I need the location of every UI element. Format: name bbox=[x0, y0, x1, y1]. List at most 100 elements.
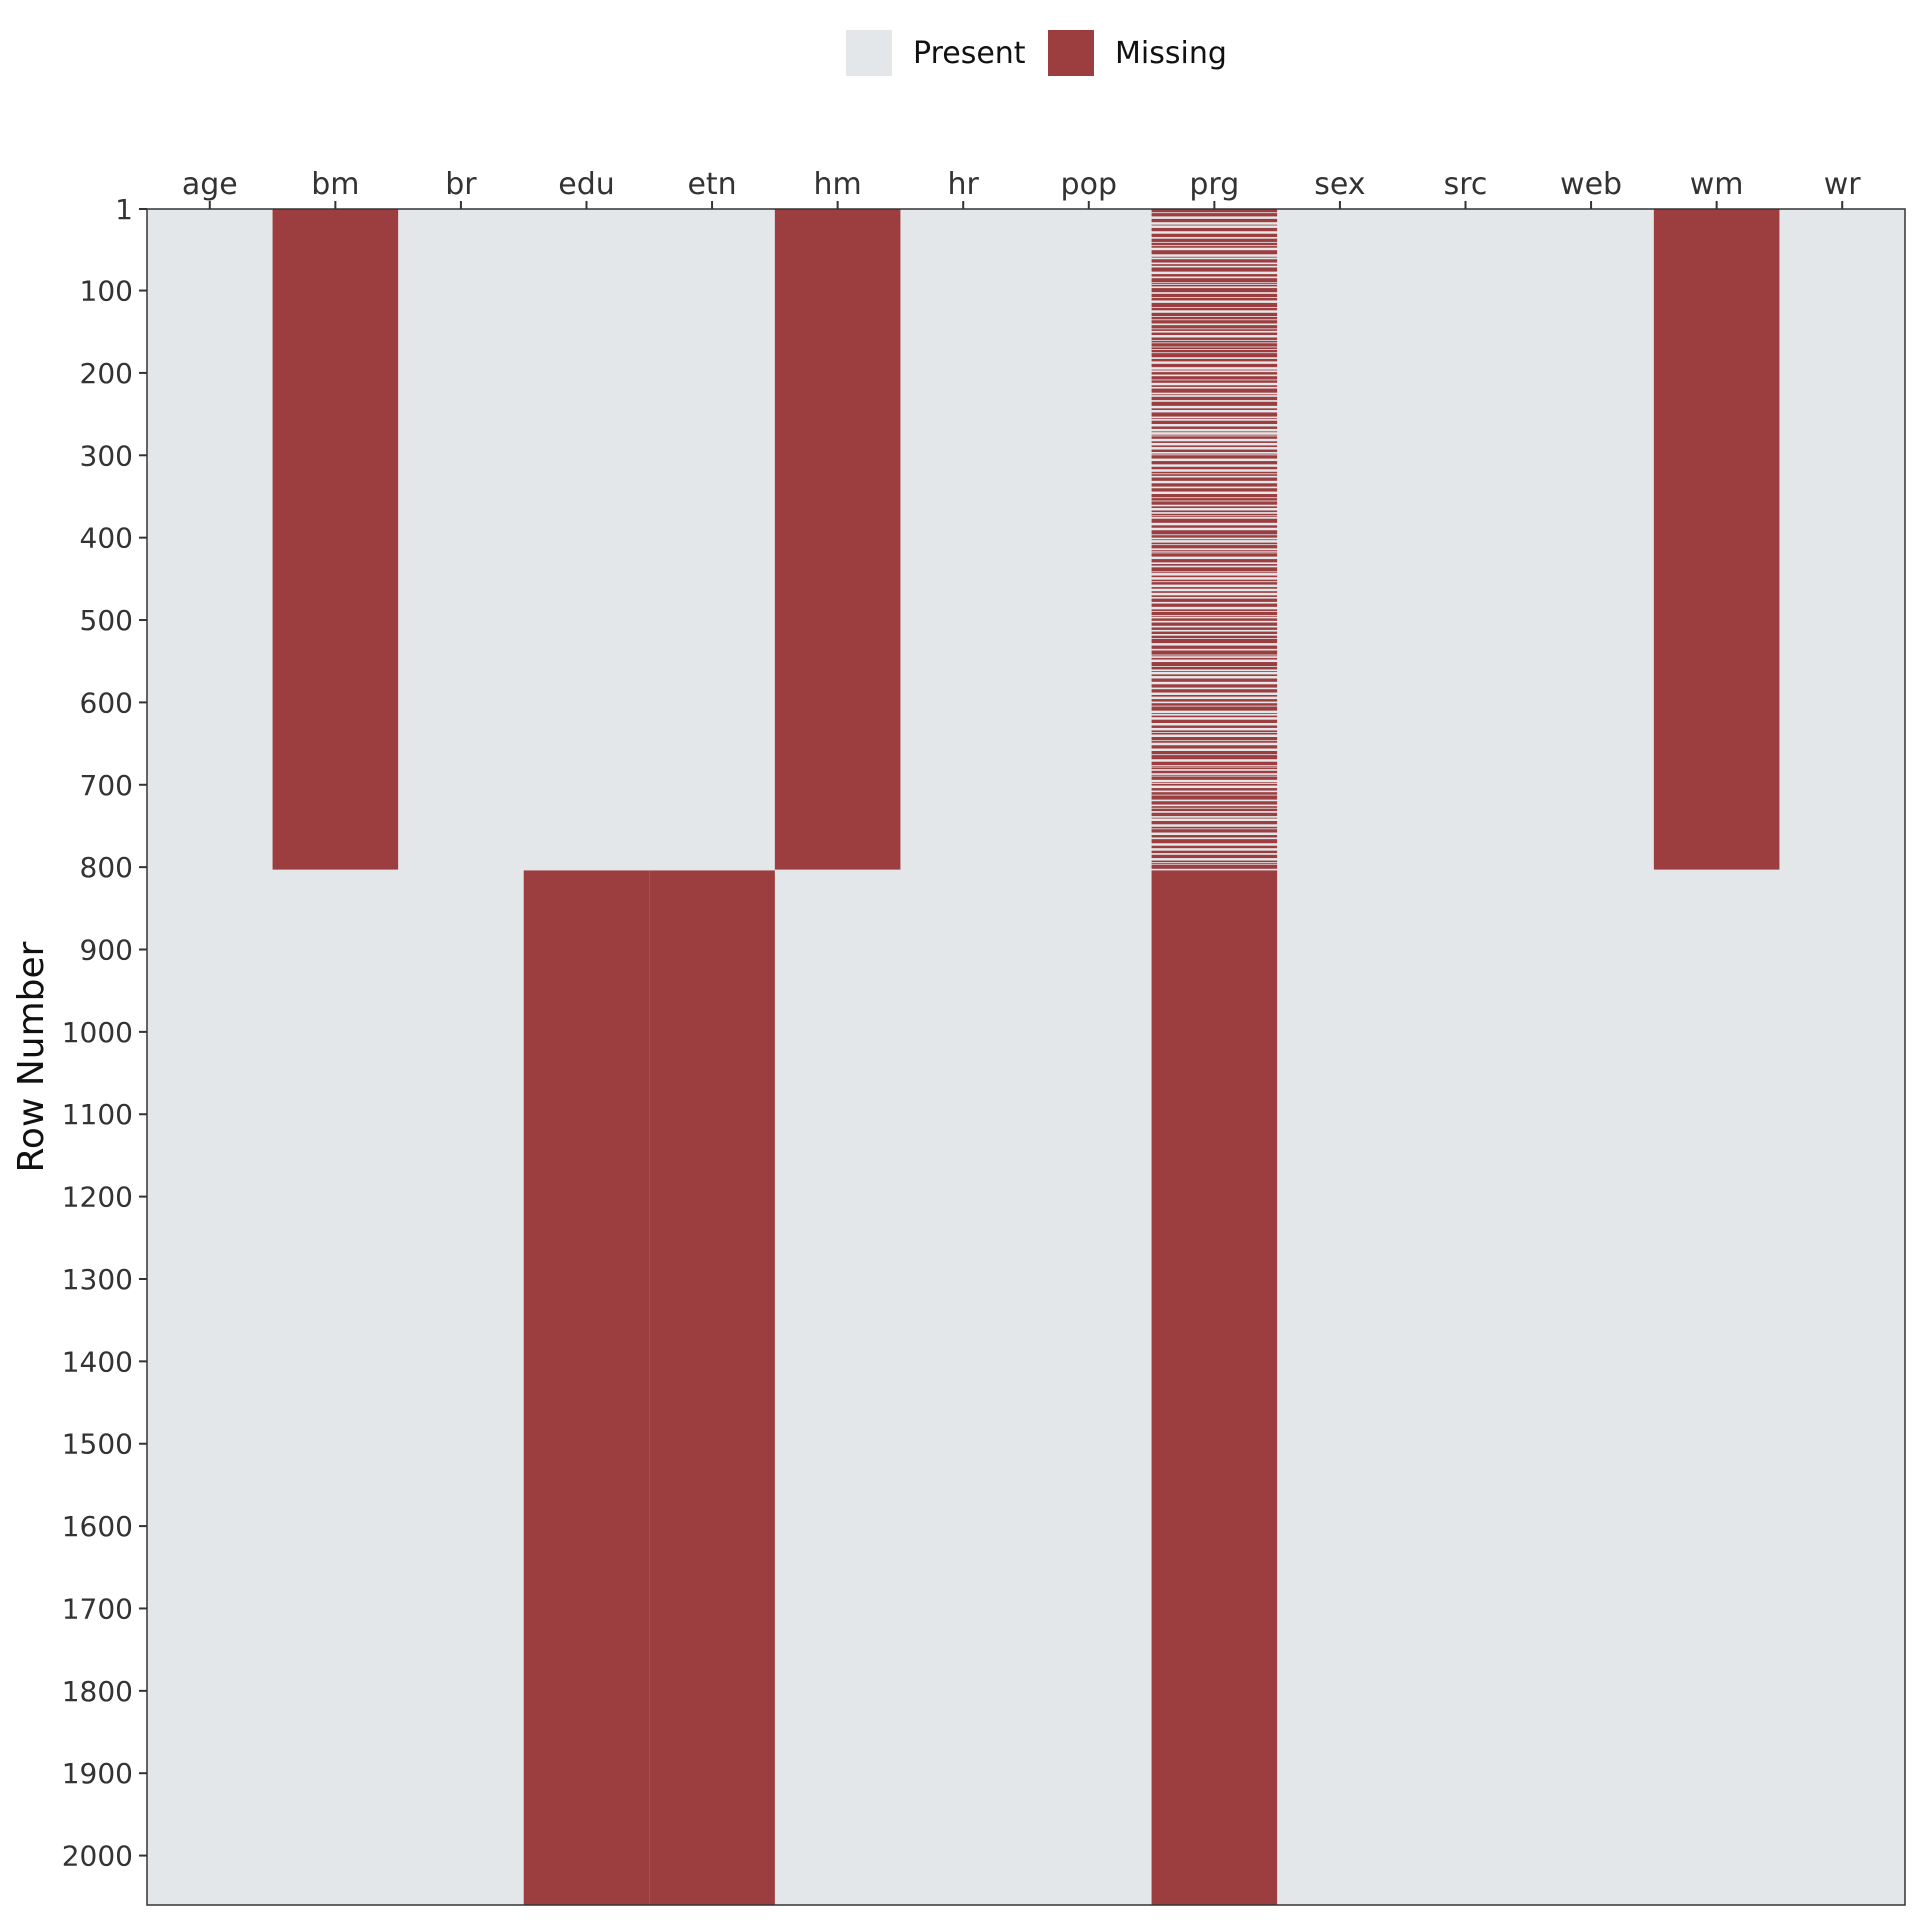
missing-stripe-prg bbox=[1151, 755, 1278, 760]
missing-stripe-prg bbox=[1151, 525, 1278, 528]
plot-frame bbox=[146, 208, 1906, 1906]
missing-stripe-prg bbox=[1151, 431, 1278, 433]
missing-stripe-prg bbox=[1151, 516, 1278, 518]
missing-stripe-prg bbox=[1151, 860, 1278, 863]
column-label-wr: wr bbox=[1824, 167, 1862, 202]
missing-stripe-prg bbox=[1151, 284, 1278, 287]
missing-stripe-prg bbox=[1151, 510, 1278, 513]
missing-stripe-prg bbox=[1151, 609, 1278, 611]
missing-stripe-prg bbox=[1151, 567, 1278, 572]
missing-stripe-prg bbox=[1151, 325, 1278, 329]
missing-stripe-prg bbox=[1151, 582, 1278, 585]
missing-stripe-prg bbox=[1151, 627, 1278, 630]
missing-stripe-prg bbox=[1151, 449, 1278, 452]
missing-stripe-prg bbox=[1151, 736, 1278, 741]
missing-stripe-prg bbox=[1151, 745, 1278, 749]
missing-block-etn bbox=[649, 870, 775, 1905]
y-axis-title: Row Number bbox=[11, 941, 52, 1172]
missing-stripe-prg bbox=[1151, 645, 1278, 649]
missing-stripe-prg bbox=[1151, 635, 1278, 639]
missing-stripe-prg bbox=[1151, 611, 1278, 616]
y-tick-label-1800: 1800 bbox=[62, 1675, 133, 1708]
missing-stripe-prg bbox=[1151, 689, 1278, 693]
present-background bbox=[147, 209, 1905, 1905]
partial-missing-stripes bbox=[1151, 209, 1278, 869]
column-label-hm: hm bbox=[814, 167, 862, 202]
missing-stripe-prg bbox=[1151, 412, 1278, 417]
missing-stripe-prg bbox=[1151, 765, 1278, 767]
missing-stripe-prg bbox=[1151, 671, 1278, 672]
missing-stripe-prg bbox=[1151, 349, 1278, 353]
x-axis: age bm br edu etn hm hr pop prg sex src web wm wr bbox=[182, 167, 1861, 209]
missing-stripe-prg bbox=[1151, 564, 1278, 566]
missing-stripe-prg bbox=[1151, 445, 1278, 448]
missing-stripe-prg bbox=[1151, 233, 1278, 238]
missing-stripe-prg bbox=[1151, 863, 1278, 864]
missing-stripe-prg bbox=[1151, 550, 1278, 551]
missing-stripe-prg bbox=[1151, 396, 1278, 401]
missing-stripe-prg bbox=[1151, 622, 1278, 626]
missing-stripe-prg bbox=[1151, 553, 1278, 557]
missing-stripe-prg bbox=[1151, 835, 1278, 838]
y-tick-label-100: 100 bbox=[80, 275, 133, 308]
missing-stripe-prg bbox=[1151, 494, 1278, 498]
missing-stripe-prg bbox=[1151, 455, 1278, 459]
column-label-age: age bbox=[182, 167, 238, 202]
y-tick-label-600: 600 bbox=[80, 686, 133, 719]
missing-stripe-prg bbox=[1151, 353, 1278, 358]
legend-label-missing: Missing bbox=[1115, 36, 1227, 71]
missing-stripe-prg bbox=[1151, 312, 1278, 317]
column-label-edu: edu bbox=[558, 167, 615, 202]
missing-stripe-prg bbox=[1151, 372, 1278, 375]
legend-label-present: Present bbox=[913, 36, 1026, 71]
missing-block-bm bbox=[272, 209, 399, 870]
missing-stripe-prg bbox=[1151, 316, 1278, 320]
missing-stripe-prg bbox=[1151, 288, 1278, 293]
missing-stripe-prg bbox=[1151, 845, 1278, 849]
missing-stripe-prg bbox=[1151, 466, 1278, 470]
legend-swatch-present bbox=[846, 30, 892, 76]
missing-stripe-prg bbox=[1151, 854, 1278, 859]
missing-stripe-prg bbox=[1151, 274, 1278, 277]
missing-stripe-prg bbox=[1151, 703, 1278, 706]
y-tick-label-1200: 1200 bbox=[62, 1181, 133, 1214]
missing-stripe-prg bbox=[1151, 343, 1278, 347]
missing-stripe-prg bbox=[1151, 213, 1278, 217]
column-label-br: br bbox=[445, 167, 477, 202]
missing-stripe-prg bbox=[1151, 307, 1278, 311]
missing-stripe-prg bbox=[1151, 662, 1278, 667]
missing-stripe-prg bbox=[1151, 264, 1278, 266]
missing-stripe-prg bbox=[1151, 850, 1278, 854]
column-label-prg: prg bbox=[1189, 167, 1239, 202]
missing-stripe-prg bbox=[1151, 817, 1278, 819]
missing-stripe-prg bbox=[1151, 631, 1278, 635]
missing-stripe-prg bbox=[1151, 812, 1278, 817]
missing-stripe-prg bbox=[1151, 256, 1278, 258]
missing-stripe-prg bbox=[1151, 388, 1278, 393]
missing-stripe-prg bbox=[1151, 770, 1278, 774]
missing-stripe-prg bbox=[1151, 385, 1278, 387]
y-tick-label-900: 900 bbox=[80, 934, 133, 967]
missing-stripe-prg bbox=[1151, 821, 1278, 825]
y-tick-label-800: 800 bbox=[80, 851, 133, 884]
missing-stripe-prg bbox=[1151, 674, 1278, 677]
missing-stripe-prg bbox=[1151, 246, 1278, 248]
column-label-pop: pop bbox=[1061, 167, 1117, 202]
missing-stripe-prg bbox=[1151, 713, 1278, 714]
missing-stripe-prg bbox=[1151, 725, 1278, 728]
missing-stripe-prg bbox=[1151, 513, 1278, 516]
missing-stripe-prg bbox=[1151, 474, 1278, 476]
y-tick-label-1600: 1600 bbox=[62, 1510, 133, 1543]
missing-stripe-prg bbox=[1151, 864, 1278, 869]
missing-stripe-prg bbox=[1151, 699, 1278, 702]
missing-stripe-prg bbox=[1151, 808, 1278, 812]
y-tick-label-1400: 1400 bbox=[62, 1345, 133, 1378]
missing-stripe-prg bbox=[1151, 598, 1278, 602]
plot-border bbox=[146, 208, 1906, 1906]
missing-stripe-prg bbox=[1151, 518, 1278, 523]
missing-stripe-prg bbox=[1151, 788, 1278, 791]
missing-stripe-prg bbox=[1151, 783, 1278, 786]
missing-stripe-prg bbox=[1151, 795, 1278, 800]
y-tick-label-200: 200 bbox=[80, 357, 133, 390]
column-label-bm: bm bbox=[311, 167, 359, 202]
